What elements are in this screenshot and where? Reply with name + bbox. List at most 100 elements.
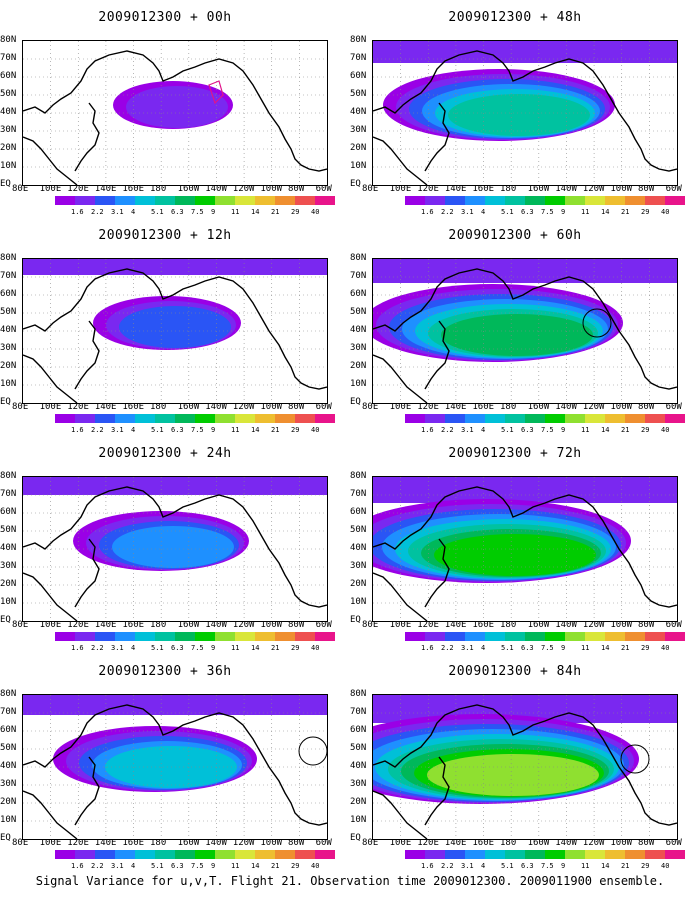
lat-label: 60N bbox=[350, 71, 367, 81]
colorbar-swatch bbox=[235, 632, 255, 641]
colorbar-swatch bbox=[215, 850, 235, 859]
lon-label: 160W bbox=[177, 402, 200, 412]
colorbar-label: 2.2 bbox=[91, 862, 104, 870]
colorbar-swatch bbox=[625, 196, 645, 205]
variance-contour bbox=[373, 41, 677, 63]
lat-label: 80N bbox=[350, 35, 367, 45]
lon-label: 120W bbox=[582, 620, 605, 630]
colorbar-label: 9 bbox=[211, 644, 216, 652]
lat-label: 60N bbox=[0, 507, 17, 517]
variance-contour bbox=[112, 526, 234, 568]
lat-label: EQ bbox=[350, 615, 361, 625]
lat-label: 30N bbox=[350, 343, 367, 353]
colorbar-swatch bbox=[525, 850, 545, 859]
colorbar-swatch bbox=[405, 196, 425, 205]
map-panel: 2009012300 + 60h 80N 70N 60N 50N 40N 30N 20N 10N… bbox=[350, 218, 700, 434]
variance-map bbox=[372, 694, 678, 840]
colorbar-swatch bbox=[645, 632, 665, 641]
colorbar-label: 40 bbox=[661, 208, 670, 216]
variance-contour bbox=[373, 259, 677, 283]
colorbar-label: 6.3 bbox=[171, 426, 184, 434]
colorbar-swatch bbox=[505, 196, 525, 205]
colorbar-swatch bbox=[465, 196, 485, 205]
lat-label: EQ bbox=[0, 615, 11, 625]
lat-label: 20N bbox=[0, 361, 17, 371]
lon-label: 120E bbox=[67, 620, 89, 630]
colorbar-swatch bbox=[275, 414, 295, 423]
colorbar-swatch bbox=[465, 850, 485, 859]
colorbar-swatch bbox=[605, 632, 625, 641]
colorbar-label: 29 bbox=[291, 208, 300, 216]
colorbar-swatch bbox=[445, 196, 465, 205]
lat-label: 30N bbox=[0, 125, 17, 135]
lat-label: 80N bbox=[350, 253, 367, 263]
colorbar-label: 9 bbox=[211, 426, 216, 434]
colorbar-swatch bbox=[315, 850, 335, 859]
colorbar-label: 11 bbox=[581, 426, 590, 434]
variance-contour bbox=[119, 306, 231, 348]
lon-label: 80E bbox=[12, 620, 29, 630]
colorbar-swatch bbox=[625, 850, 645, 859]
lon-label: 160E bbox=[122, 620, 145, 630]
lon-label: 160W bbox=[177, 184, 200, 194]
lon-label: 80E bbox=[362, 402, 379, 412]
colorbar-swatch bbox=[315, 414, 335, 423]
lon-label: 100E bbox=[39, 184, 62, 194]
colorbar-label: 14 bbox=[251, 208, 260, 216]
colorbar-label: 6.3 bbox=[521, 862, 534, 870]
colorbar-swatch bbox=[135, 850, 155, 859]
lon-label: 100W bbox=[260, 402, 283, 412]
colorbar-label: 40 bbox=[311, 644, 320, 652]
lat-label: 20N bbox=[0, 579, 17, 589]
lat-label: 30N bbox=[0, 343, 17, 353]
colorbar-label: 7.5 bbox=[191, 208, 204, 216]
lon-label: 100W bbox=[610, 620, 633, 630]
lon-label: 160E bbox=[122, 184, 145, 194]
colorbar-swatch bbox=[565, 414, 585, 423]
lon-label: 140W bbox=[555, 184, 577, 194]
coastline bbox=[74, 102, 100, 172]
variance-map bbox=[372, 258, 678, 404]
lon-label: 140E bbox=[94, 184, 117, 194]
lat-label: 40N bbox=[0, 543, 17, 553]
colorbar-label: 7.5 bbox=[191, 644, 204, 652]
lat-label: 10N bbox=[0, 597, 17, 607]
lat-label: EQ bbox=[0, 397, 11, 407]
colorbar-swatch bbox=[605, 850, 625, 859]
colorbar-swatch bbox=[445, 632, 465, 641]
lon-label: 100E bbox=[389, 838, 412, 848]
panel-title: 2009012300 + 00h bbox=[98, 10, 232, 25]
colorbar-swatch bbox=[485, 414, 505, 423]
colorbar-label: 11 bbox=[581, 208, 590, 216]
colorbar-swatch bbox=[295, 196, 315, 205]
colorbar-label: 4 bbox=[131, 208, 136, 216]
lon-label: 140W bbox=[205, 838, 227, 848]
lon-label: 120W bbox=[582, 402, 605, 412]
lon-label: 80W bbox=[638, 184, 655, 194]
lon-label: 160E bbox=[472, 184, 495, 194]
colorbar-swatch bbox=[545, 196, 565, 205]
colorbar-label: 7.5 bbox=[541, 644, 554, 652]
colorbar-swatch bbox=[215, 196, 235, 205]
lon-label: 140E bbox=[94, 838, 117, 848]
lat-label: 50N bbox=[0, 525, 17, 535]
colorbar-swatch bbox=[545, 414, 565, 423]
lon-label: 160E bbox=[122, 402, 145, 412]
lat-label: 40N bbox=[350, 107, 367, 117]
lon-label: 100W bbox=[610, 184, 633, 194]
colorbar-label: 4 bbox=[481, 644, 486, 652]
variance-contour bbox=[23, 477, 327, 495]
colorbar-swatch bbox=[275, 632, 295, 641]
colorbar-swatch bbox=[445, 414, 465, 423]
colorbar-swatch bbox=[115, 196, 135, 205]
lat-label: 50N bbox=[350, 525, 367, 535]
colorbar-swatch bbox=[625, 414, 645, 423]
colorbar-swatch bbox=[585, 632, 605, 641]
colorbar-label: 4 bbox=[481, 208, 486, 216]
colorbar-swatch bbox=[75, 632, 95, 641]
colorbar-label: 40 bbox=[311, 862, 320, 870]
colorbar-label: 1.6 bbox=[421, 426, 434, 434]
variance-contour bbox=[373, 477, 677, 503]
colorbar-label: 2.2 bbox=[441, 208, 454, 216]
panel-title: 2009012300 + 60h bbox=[448, 228, 582, 243]
